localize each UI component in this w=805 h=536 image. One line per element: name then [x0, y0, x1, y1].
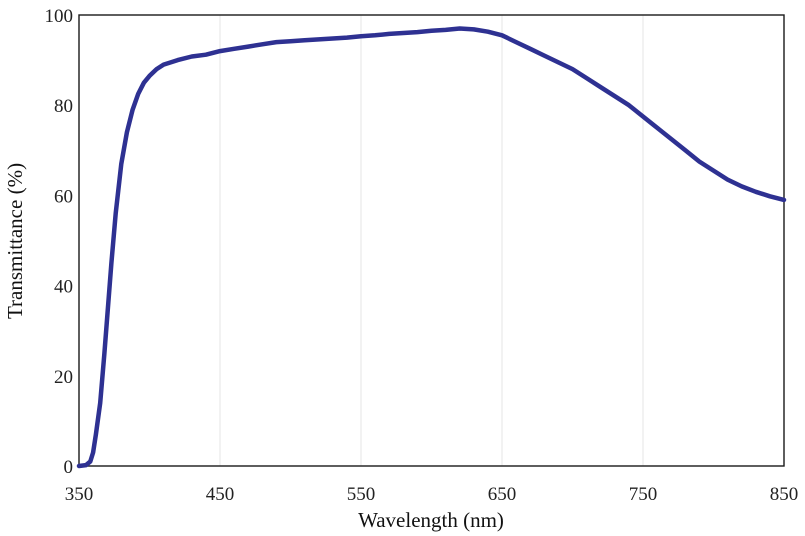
- x-tick-label: 650: [488, 484, 517, 505]
- y-tick-label: 0: [64, 457, 74, 478]
- x-tick-label: 350: [65, 484, 94, 505]
- x-axis-title: Wavelength (nm): [358, 508, 504, 532]
- x-tick-label: 750: [629, 484, 658, 505]
- x-tick-label: 550: [347, 484, 376, 505]
- y-tick-label: 60: [54, 186, 73, 207]
- x-tick-label: 450: [206, 484, 235, 505]
- plot-frame: [78, 14, 785, 467]
- transmittance-series-line: [76, 26, 787, 469]
- y-axis-ticks: 0 20 40 60 80 100: [45, 6, 74, 478]
- y-tick-label: 100: [45, 6, 74, 27]
- x-tick-label: 850: [770, 484, 799, 505]
- grid-lines: [219, 15, 644, 466]
- y-tick-label: 80: [54, 96, 73, 117]
- y-tick-label: 20: [54, 367, 73, 388]
- y-axis-title: Transmittance (%): [3, 163, 27, 319]
- y-tick-label: 40: [54, 277, 73, 298]
- x-axis-ticks: 350 450 550 650 750 850: [65, 484, 799, 505]
